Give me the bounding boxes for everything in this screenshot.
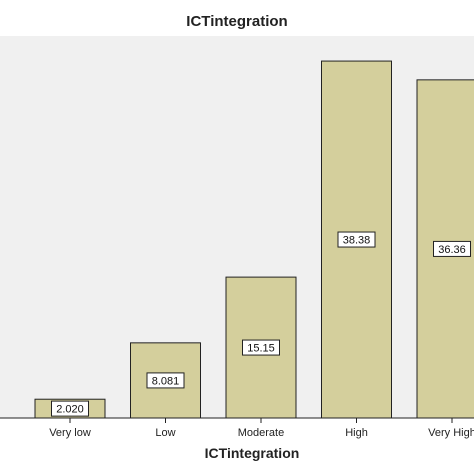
x-tick-label: Low	[155, 427, 175, 439]
data-label: 2.020	[51, 400, 89, 417]
x-tick-label: High	[345, 427, 368, 439]
bar-low	[130, 342, 201, 419]
data-label-box	[433, 240, 471, 257]
data-label-text: 8.081	[152, 375, 180, 387]
data-label-text: 2.020	[56, 404, 84, 416]
x-tick-label: Very low	[49, 427, 91, 439]
data-label: 36.36	[433, 240, 471, 257]
data-label: 15.15	[242, 339, 280, 356]
x-tick-label: Moderate	[238, 427, 284, 439]
data-label: 8.081	[146, 372, 185, 389]
data-label-text: 38.38	[343, 235, 371, 247]
chart-title: ICTintegration	[186, 13, 287, 30]
data-labels-layer: 2.020 8.081 15.15 38.38 36.36	[51, 231, 471, 417]
x-ticks-layer: Very low Low Moderate High Very High	[49, 418, 474, 439]
data-label-box	[242, 339, 280, 356]
data-label-box	[146, 372, 185, 389]
x-axis-title: ICTintegration	[205, 445, 300, 461]
data-label-text: 36.36	[438, 244, 466, 256]
data-label: 38.38	[337, 231, 376, 248]
data-label-text: 15.15	[247, 343, 275, 355]
data-label-box	[51, 400, 89, 417]
x-tick-label: Very High	[428, 427, 474, 439]
data-label-box	[337, 231, 376, 248]
